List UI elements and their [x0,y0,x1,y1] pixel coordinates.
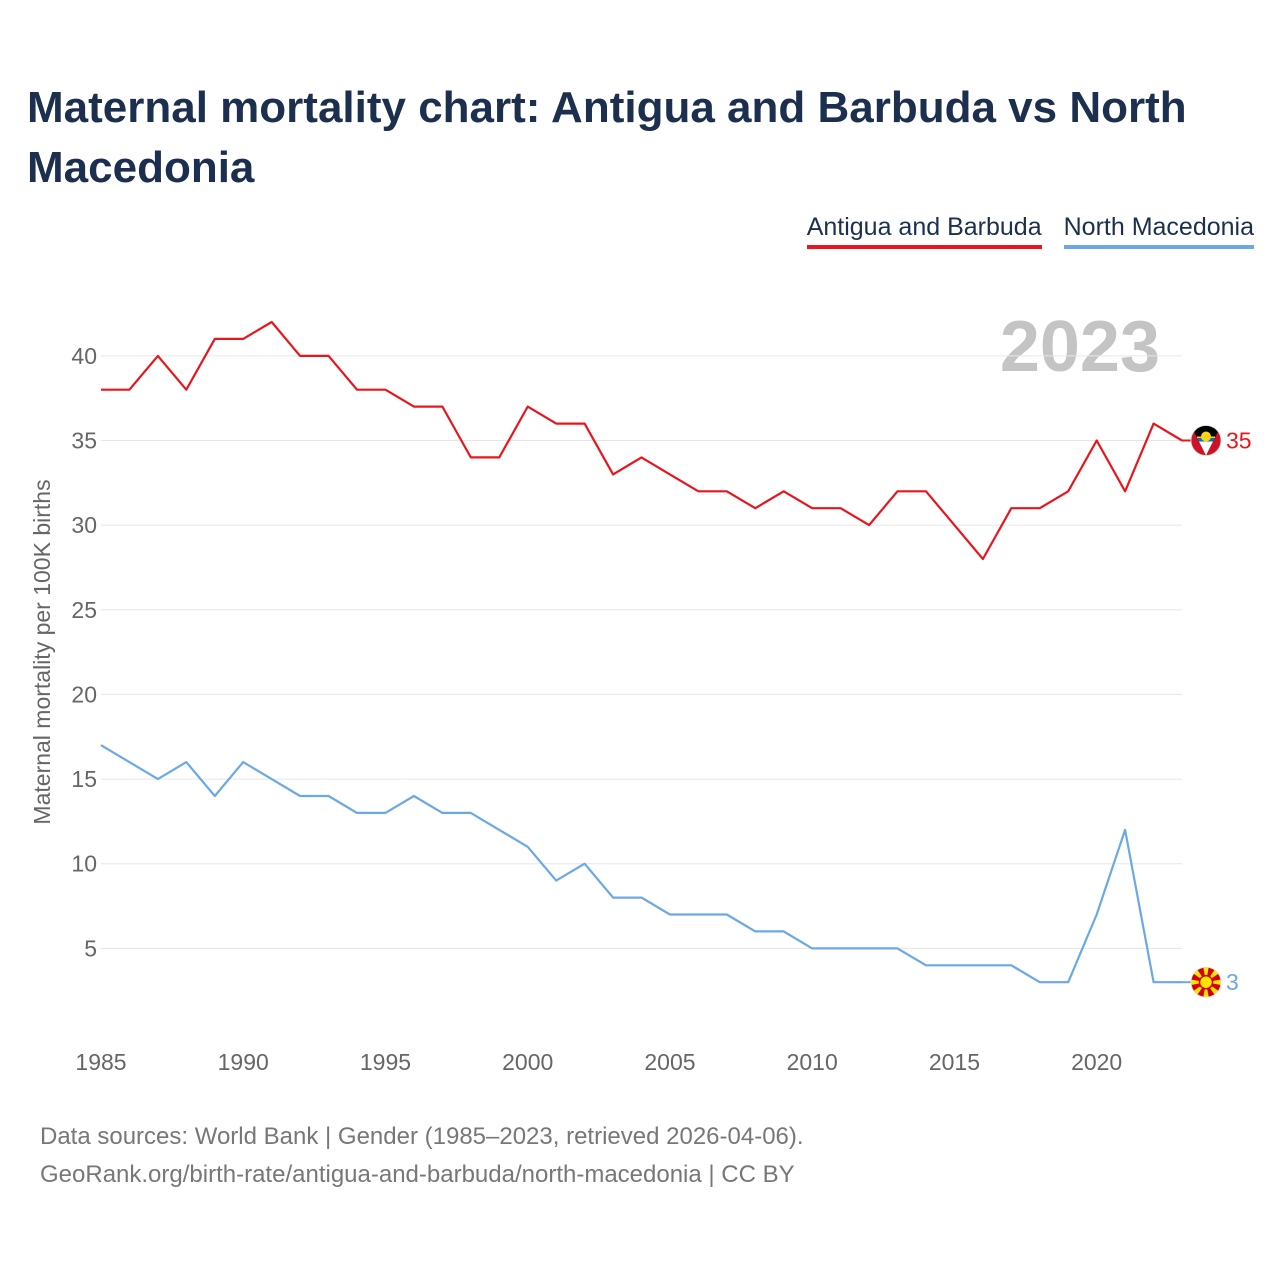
y-axis-label: Maternal mortality per 100K births [29,479,55,824]
series-line-antigua-and-barbuda [101,320,1183,561]
end-value-label: 35 [1226,428,1252,454]
source-url-text[interactable]: GeoRank.org/birth-rate/antigua-and-barbu… [40,1161,795,1188]
x-tick-label: 1995 [360,1049,411,1075]
legend-item-north-macedonia[interactable]: North Macedonia [1063,213,1254,249]
data-sources-text: Data sources: World Bank | Gender (1985–… [40,1123,804,1150]
y-tick-label: 15 [71,766,97,792]
x-tick-label: 2005 [644,1049,695,1075]
y-tick-label: 10 [71,851,97,877]
y-tick-label: 25 [71,597,97,623]
antigua-flag-icon [1190,425,1222,456]
page-title: Maternal mortality chart: Antigua and Ba… [27,83,1187,192]
x-tick-label: 2010 [787,1049,838,1075]
x-tick-label: 1990 [218,1049,269,1075]
legend: Antigua and Barbuda North Macedonia [806,213,1254,249]
year-watermark: 2023 [1000,307,1160,387]
x-tick-label: 2000 [502,1049,553,1075]
legend-item-antigua-and-barbuda[interactable]: Antigua and Barbuda [806,213,1042,249]
x-tick-label: 1985 [75,1049,126,1075]
x-tick-label: 2020 [1071,1049,1122,1075]
y-tick-label: 30 [71,512,97,538]
end-value-label: 3 [1226,969,1239,995]
x-tick-label: 2015 [929,1049,980,1075]
footer: Data sources: World Bank | Gender (1985–… [40,1118,804,1194]
y-tick-label: 5 [84,935,97,961]
y-tick-label: 40 [71,343,97,369]
series-line-north-macedonia [100,744,1182,984]
y-tick-label: 20 [71,681,97,707]
y-tick-label: 35 [71,428,97,454]
